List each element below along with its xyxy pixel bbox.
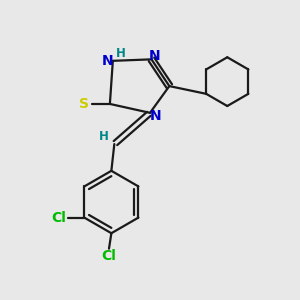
Text: S: S (79, 97, 89, 111)
Text: N: N (102, 54, 113, 68)
Text: N: N (149, 109, 161, 123)
Text: N: N (149, 49, 161, 63)
Text: Cl: Cl (101, 249, 116, 263)
Text: H: H (116, 47, 126, 60)
Text: Cl: Cl (52, 211, 67, 225)
Text: H: H (99, 130, 109, 143)
